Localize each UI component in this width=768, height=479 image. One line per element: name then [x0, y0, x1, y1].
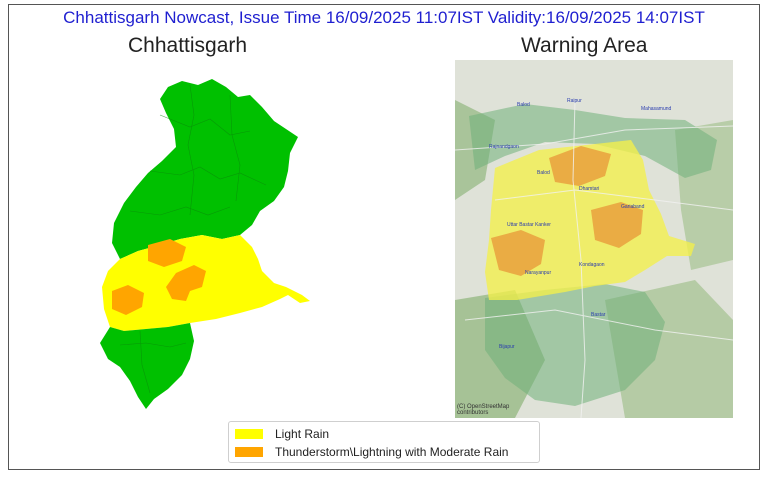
outer-green-district-north: [469, 104, 717, 178]
warning-area-map: Balod Raipur Mahasamund Rajnandgaon Balo…: [455, 60, 733, 418]
legend-label-light-rain: Light Rain: [275, 427, 330, 441]
nowcast-header: Chhattisgarh Nowcast, Issue Time 16/09/2…: [63, 8, 705, 27]
map-attribution: (C) OpenStreetMap contributors: [457, 404, 510, 416]
map-legend: Light Rain Thunderstorm\Lightning with M…: [228, 421, 540, 463]
place-label-dhamtari: Dhamtari: [579, 186, 600, 192]
thunderstorm-area-3: [491, 230, 545, 276]
district-boundaries: [119, 84, 267, 394]
thunderstorm-cell-1: [148, 239, 186, 267]
district-map-svg: [100, 79, 310, 409]
place-label-uttar-bastar-kanker: Uttar Bastar Kanker: [507, 222, 551, 228]
place-label-bijapur: Bijapur: [499, 344, 515, 350]
place-label-bastar: Bastar: [591, 312, 606, 318]
no-warning-region-north: [112, 79, 298, 259]
place-label-kondagaon: Kondagaon: [579, 262, 605, 268]
thunderstorm-area-2: [591, 202, 643, 248]
place-label-mahasamund: Mahasamund: [641, 106, 672, 112]
place-label-rajnandgaon: Rajnandgaon: [489, 144, 519, 150]
warning-area-svg: [455, 60, 733, 418]
right-map-title: Warning Area: [521, 34, 648, 57]
no-warning-region-south: [100, 323, 194, 409]
thunderstorm-cell-2: [166, 265, 206, 301]
place-label-balod-north: Balod: [517, 102, 530, 108]
legend-swatch-light-rain: [235, 429, 263, 439]
place-label-narayanpur: Narayanpur: [525, 270, 552, 276]
legend-label-thunderstorm: Thunderstorm\Lightning with Moderate Rai…: [275, 445, 509, 459]
chhattisgarh-district-map: [90, 75, 310, 415]
thunderstorm-cell-3: [112, 285, 144, 315]
road-network: [455, 99, 733, 418]
place-label-gariaband: Gariaband: [621, 204, 645, 210]
legend-swatch-thunderstorm: [235, 447, 263, 457]
outer-green-district-south: [485, 284, 665, 406]
thunderstorm-area-1: [549, 146, 611, 186]
left-map-title: Chhattisgarh: [128, 34, 248, 57]
legend-item-thunderstorm: Thunderstorm\Lightning with Moderate Rai…: [235, 445, 508, 459]
place-label-balod: Balod: [537, 170, 550, 176]
place-label-raipur: Raipur: [567, 98, 582, 104]
legend-item-light-rain: Light Rain: [235, 427, 329, 441]
